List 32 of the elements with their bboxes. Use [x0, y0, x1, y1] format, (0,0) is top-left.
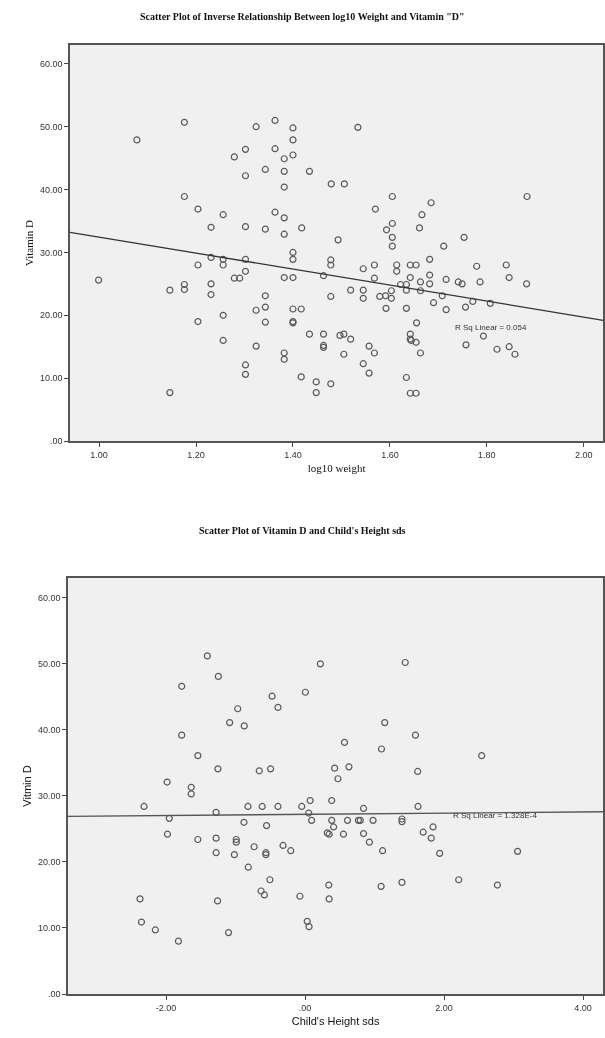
y-tick-label: 30.00	[37, 791, 61, 802]
y-axis-title: Vitamin D	[23, 219, 36, 267]
y-tick-label: 10.00	[39, 373, 63, 384]
x-tick-label: 2.00	[575, 449, 593, 460]
chart-title: Scatter Plot of Inverse Relationship Between log10 Weight and Vitamin "D"	[140, 11, 465, 22]
x-tick-label: 1.20	[187, 449, 205, 460]
x-tick-label: 4.00	[574, 1002, 592, 1013]
y-tick-label: 60.00	[39, 59, 63, 70]
x-tick-label: 1.60	[381, 449, 399, 460]
y-tick-label: 40.00	[37, 725, 61, 736]
y-tick-label: 50.00	[39, 121, 63, 132]
x-tick-label: 2.00	[435, 1002, 453, 1013]
x-tick-label: 1.40	[284, 449, 302, 460]
y-tick-label: 60.00	[37, 592, 61, 603]
chart-title: Scatter Plot of Vitamin D and Child's Height sds	[199, 525, 406, 536]
y-tick-label: .00	[47, 989, 61, 1000]
y-tick-label: 10.00	[37, 923, 61, 934]
y-tick-label: 20.00	[37, 857, 61, 868]
x-axis-title: log10 weight	[307, 462, 366, 475]
x-tick-label: .00	[298, 1002, 312, 1013]
y-tick-label: 50.00	[37, 658, 61, 669]
y-tick-label: .00	[49, 436, 63, 447]
y-tick-label: 20.00	[39, 310, 63, 321]
x-axis-title: Child's Height sds	[291, 1015, 380, 1028]
y-tick-label: 40.00	[39, 184, 63, 195]
x-tick-label: 1.00	[90, 449, 108, 460]
x-tick-label: -2.00	[155, 1002, 177, 1013]
annotation: R Sq Linear = 0.054	[455, 323, 527, 332]
annotation: R Sq Linear = 1.328E-4	[453, 811, 538, 820]
x-tick-label: 1.80	[478, 449, 496, 460]
y-tick-label: 30.00	[39, 247, 63, 258]
y-axis-title: Vitmin D	[21, 765, 34, 807]
